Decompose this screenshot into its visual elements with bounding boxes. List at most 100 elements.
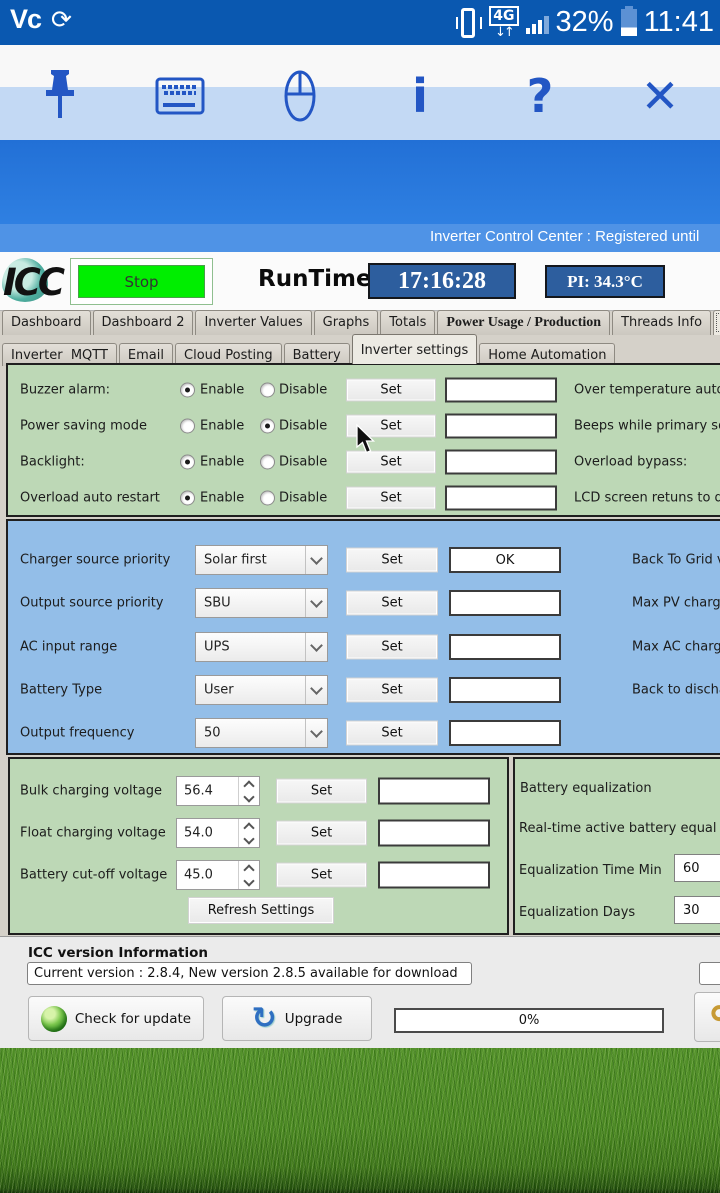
output-source-dropdown[interactable]: SBU bbox=[195, 588, 328, 618]
result-field[interactable] bbox=[378, 861, 490, 889]
key-icon bbox=[711, 1005, 720, 1022]
result-field[interactable] bbox=[445, 377, 557, 403]
disable-radio[interactable] bbox=[260, 454, 275, 470]
result-field[interactable] bbox=[378, 819, 490, 847]
float-voltage-spinner[interactable]: 54.0 bbox=[176, 818, 260, 848]
check-update-button[interactable]: Check for update bbox=[28, 996, 204, 1041]
cutoff-voltage-spinner[interactable]: 45.0 bbox=[176, 860, 260, 890]
signal-strength-icon bbox=[525, 12, 549, 34]
tab-inverter-values[interactable]: Inverter Values bbox=[195, 310, 312, 335]
enable-radio[interactable] bbox=[180, 490, 195, 506]
enable-radio[interactable] bbox=[180, 418, 195, 434]
stop-button[interactable]: Stop bbox=[78, 265, 205, 298]
result-field[interactable] bbox=[445, 413, 557, 439]
disable-radio[interactable] bbox=[260, 490, 275, 506]
output-frequency-dropdown[interactable]: 50 bbox=[195, 718, 328, 748]
refresh-settings-button[interactable]: Refresh Settings bbox=[188, 897, 334, 924]
disable-radio[interactable] bbox=[260, 382, 275, 398]
keyboard-toolbar-icon[interactable] bbox=[148, 66, 212, 126]
ac-input-dropdown[interactable]: UPS bbox=[195, 632, 328, 662]
enable-radio[interactable] bbox=[180, 454, 195, 470]
eq-days-field[interactable]: 30 bbox=[674, 896, 720, 924]
result-field[interactable] bbox=[449, 720, 561, 746]
set-button[interactable]: Set bbox=[346, 450, 436, 474]
tab-power-usage[interactable]: Power Usage / Production bbox=[437, 310, 611, 335]
right-description: Over temperature auto bbox=[574, 382, 720, 398]
result-field[interactable] bbox=[449, 590, 561, 616]
version-status-field: Current version : 2.8.4, New version 2.8… bbox=[27, 962, 472, 985]
eq-days-label: Equalization Days bbox=[519, 905, 636, 920]
charger-source-dropdown[interactable]: Solar first bbox=[195, 545, 328, 575]
eq-time-field[interactable]: 60 bbox=[674, 854, 720, 882]
dropdown-arrow-icon[interactable] bbox=[305, 589, 327, 617]
result-field[interactable] bbox=[378, 777, 490, 805]
row-label: Charger source priority bbox=[20, 552, 171, 568]
charging-voltage-panel: Bulk charging voltage 56.4 Set Float cha… bbox=[8, 757, 509, 935]
set-button[interactable]: Set bbox=[346, 486, 436, 510]
bulk-voltage-row: Bulk charging voltage 56.4 Set bbox=[10, 776, 507, 806]
tab-inverter-settings[interactable]: Inverter settings bbox=[351, 334, 478, 364]
toolbar-background-top bbox=[0, 45, 720, 87]
tab-totals[interactable]: Totals bbox=[380, 310, 436, 335]
set-button[interactable]: Set bbox=[346, 414, 436, 438]
backlight-row: Backlight: Enable Disable Set Overload b… bbox=[8, 449, 720, 475]
output-frequency-row: Output frequency 50 Set bbox=[8, 718, 720, 748]
mouse-toolbar-icon[interactable] bbox=[268, 66, 332, 126]
result-field[interactable] bbox=[445, 449, 557, 475]
enable-label: Enable bbox=[200, 454, 245, 470]
spinner-arrows-icon[interactable] bbox=[238, 777, 259, 805]
dropdown-arrow-icon[interactable] bbox=[305, 719, 327, 747]
result-field[interactable] bbox=[445, 485, 557, 511]
tab-home-automation[interactable]: Home Automation bbox=[479, 343, 616, 366]
tab-battery[interactable]: Battery bbox=[283, 343, 350, 366]
set-button[interactable]: Set bbox=[346, 677, 438, 703]
set-button[interactable]: Set bbox=[346, 547, 438, 573]
output-source-row: Output source priority SBU Set Max PV ch… bbox=[8, 588, 720, 618]
row-label: Battery cut-off voltage bbox=[20, 867, 168, 883]
result-field[interactable] bbox=[449, 634, 561, 660]
result-field[interactable] bbox=[449, 677, 561, 703]
battery-equalization-panel: Battery equalization Real-time active ba… bbox=[513, 757, 720, 935]
clock: 11:41 bbox=[643, 6, 714, 38]
buzzer-alarm-row: Buzzer alarm: Enable Disable Set Over te… bbox=[8, 377, 720, 403]
set-button[interactable]: Set bbox=[346, 720, 438, 746]
overload-restart-row: Overload auto restart Enable Disable Set… bbox=[8, 485, 720, 511]
help-toolbar-icon[interactable]: ? bbox=[508, 66, 572, 126]
equalization-subtitle: Real-time active battery equal bbox=[519, 821, 717, 836]
enable-radio[interactable] bbox=[180, 382, 195, 398]
equalization-title: Battery equalization bbox=[520, 781, 652, 796]
set-button[interactable]: Set bbox=[346, 634, 438, 660]
set-button[interactable]: Set bbox=[276, 820, 367, 846]
tab-graphs[interactable]: Graphs bbox=[313, 310, 379, 335]
tab-email[interactable]: Email bbox=[118, 343, 173, 366]
tab-threads-info[interactable]: Threads Info bbox=[612, 310, 712, 335]
tab-settings[interactable]: Settings bbox=[713, 310, 720, 335]
set-button[interactable]: Set bbox=[276, 862, 367, 888]
app-banner bbox=[0, 140, 720, 224]
info-toolbar-icon[interactable]: i bbox=[388, 66, 452, 126]
enable-label: Enable bbox=[200, 418, 245, 434]
right-description: Max AC chargin bbox=[632, 639, 720, 655]
tab-cloud-posting[interactable]: Cloud Posting bbox=[175, 343, 282, 366]
tab-inverter-mqtt[interactable]: Inverter MQTT bbox=[2, 343, 117, 366]
upgrade-button[interactable]: ↻ Upgrade bbox=[222, 996, 372, 1041]
close-toolbar-icon[interactable]: ✕ bbox=[628, 66, 692, 126]
dropdown-arrow-icon[interactable] bbox=[305, 676, 327, 704]
tab-dashboard[interactable]: Dashboard bbox=[2, 310, 91, 335]
dropdown-arrow-icon[interactable] bbox=[305, 546, 327, 574]
bulk-voltage-spinner[interactable]: 56.4 bbox=[176, 776, 260, 806]
result-field[interactable]: OK bbox=[449, 547, 561, 573]
vibrate-icon bbox=[456, 7, 483, 38]
tab-dashboard-2[interactable]: Dashboard 2 bbox=[92, 310, 194, 335]
dropdown-arrow-icon[interactable] bbox=[305, 633, 327, 661]
battery-type-dropdown[interactable]: User bbox=[195, 675, 328, 705]
set-button[interactable]: Set bbox=[276, 778, 367, 804]
spinner-arrows-icon[interactable] bbox=[238, 819, 259, 847]
pin-toolbar-icon[interactable] bbox=[28, 66, 92, 126]
pushpin-icon bbox=[46, 70, 74, 118]
set-button[interactable]: Set bbox=[346, 590, 438, 616]
spinner-arrows-icon[interactable] bbox=[238, 861, 259, 889]
key-button[interactable] bbox=[694, 992, 720, 1042]
set-button[interactable]: Set bbox=[346, 378, 436, 402]
disable-radio[interactable] bbox=[260, 418, 275, 434]
